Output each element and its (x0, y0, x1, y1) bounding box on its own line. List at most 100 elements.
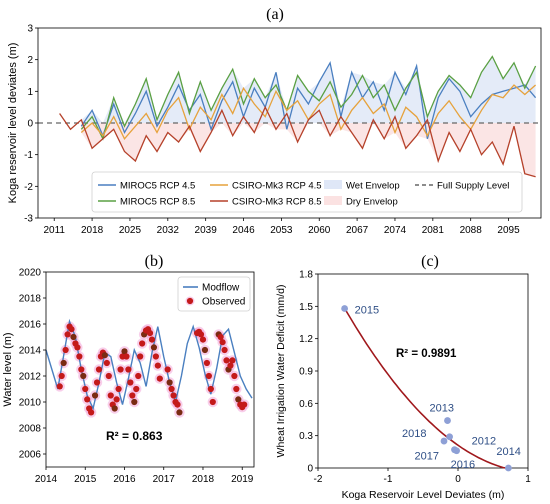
point-label-2014: 2014 (496, 446, 520, 458)
legend-label-a: MIROC5 RCP 8.5 (120, 197, 195, 208)
x-tick-label-a: 2032 (157, 225, 180, 236)
observed-point (176, 409, 183, 416)
series-line-0 (80, 60, 537, 139)
observed-point (101, 352, 108, 359)
x-tick-label-b: 2019 (231, 474, 254, 485)
observed-point (166, 379, 173, 386)
trend-curve (343, 307, 509, 469)
y-axis-label-c: Wheat Irrigation Water Deficit (mm/d) (275, 285, 287, 458)
legend-swatch-observed (186, 297, 194, 305)
y-tick-label-a: 2 (27, 55, 33, 66)
y-tick-label-a: -3 (24, 214, 33, 225)
observed-point (139, 340, 146, 347)
legend-swatch-a (324, 180, 342, 189)
observed-point (207, 385, 214, 393)
y-tick-label-b: 2020 (19, 268, 42, 279)
legend-label-observed: Observed (202, 297, 245, 308)
plot-frame-b (45, 271, 255, 468)
x-tick-label-a: 2025 (119, 225, 142, 236)
x-tick-label-a: 2060 (308, 225, 331, 236)
observed-point (233, 385, 240, 393)
legend-swatch-a (324, 196, 342, 205)
observed-point (70, 333, 77, 341)
point-label-2018: 2018 (402, 428, 426, 440)
x-tick-label-a: 2053 (270, 225, 293, 236)
y-tick-label-b: 2006 (19, 450, 42, 461)
observed-point (205, 372, 212, 380)
series-line-1 (80, 55, 537, 141)
observed-point (150, 344, 158, 351)
observed-point (121, 348, 128, 355)
legend-label-modflow: Modflow (202, 283, 240, 294)
observed-point (223, 357, 230, 364)
point-label-2015: 2015 (355, 304, 379, 316)
y-tick-label-b: 2018 (19, 294, 42, 305)
observed-point (235, 396, 242, 403)
observed-point (227, 362, 234, 369)
legend-label-a: Wet Envelop (346, 181, 400, 192)
x-tick-label-a: 2088 (460, 225, 483, 236)
x-tick-label-c: -2 (314, 474, 323, 485)
observed-point (111, 405, 118, 412)
observed-point (209, 398, 216, 406)
x-tick-label-c: 1 (525, 474, 531, 485)
modflow-line (45, 318, 253, 411)
observed-point (170, 392, 177, 399)
legend-label-a: Full Supply Level (437, 181, 509, 192)
panel-label-a: (a) (266, 6, 284, 23)
y-tick-label-b: 2012 (19, 372, 42, 383)
x-tick-label-b: 2016 (113, 474, 136, 485)
observed-point (125, 366, 132, 373)
observed-point (64, 331, 71, 338)
observed-point (197, 331, 205, 338)
y-axis-label-a: Koga reservoir level deviates (m) (7, 43, 19, 204)
x-tick-label-b: 2018 (192, 474, 215, 485)
observed-point (88, 409, 95, 416)
observed-point (201, 346, 209, 354)
dry-envelop-band (81, 123, 536, 177)
data-point-2013 (444, 417, 451, 424)
y-tick-label-a: 0 (27, 119, 33, 130)
y-tick-label-b: 2016 (19, 320, 42, 331)
observed-point (107, 392, 114, 399)
x-tick-label-c: -1 (384, 474, 393, 485)
panel-label-b: (b) (145, 253, 164, 270)
legend-box-a (91, 171, 523, 213)
panel-label-c: (c) (421, 253, 439, 270)
x-axis-label-c: Koga Reservoir Level Deviates (m) (342, 489, 505, 501)
observed-point (152, 353, 159, 360)
x-tick-label-a: 2074 (384, 225, 407, 236)
data-point-2018 (440, 437, 448, 445)
y-tick-label-b: 2008 (19, 424, 42, 435)
observed-point (95, 366, 103, 373)
x-tick-label-a: 2067 (346, 225, 369, 236)
data-point-2016 (453, 447, 460, 455)
y-tick-label-c: 0 (307, 464, 313, 475)
observed-point (91, 392, 99, 399)
observed-point (76, 353, 83, 360)
observed-point (127, 379, 134, 386)
y-axis-label-b: Water level (m) (2, 332, 14, 406)
observed-point (229, 357, 236, 364)
y-tick-label-c: 1.5 (299, 302, 313, 313)
observed-point (146, 330, 154, 337)
observed-point (156, 375, 163, 382)
observed-point (231, 372, 238, 380)
observed-point (60, 359, 67, 367)
observed-point (105, 372, 112, 380)
observed-point (137, 353, 144, 360)
y-tick-label-b: 2014 (19, 346, 42, 357)
legend-label-a: Dry Envelop (346, 197, 398, 208)
observed-point (164, 366, 171, 373)
observed-point (217, 333, 224, 341)
y-tick-label-b: 2010 (19, 398, 42, 409)
observed-point (241, 401, 248, 408)
series-line-3 (59, 105, 536, 178)
observed-point (93, 379, 101, 386)
legend-label-a: CSIRO-Mk3 RCP 8.5 (232, 197, 322, 208)
observed-point (131, 398, 138, 406)
observed-point (80, 372, 87, 380)
x-tick-label-a: 2046 (232, 225, 255, 236)
x-tick-label-a: 2039 (195, 225, 218, 236)
